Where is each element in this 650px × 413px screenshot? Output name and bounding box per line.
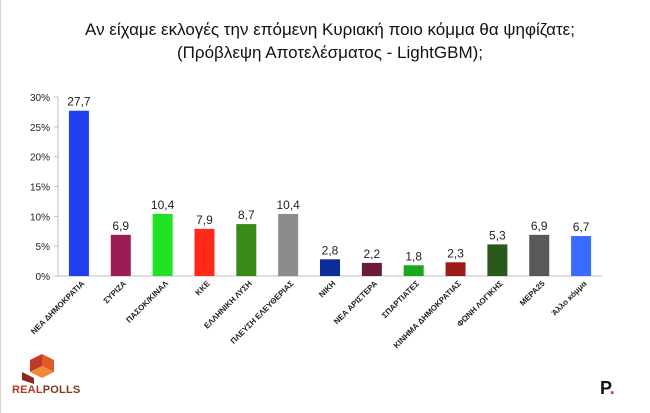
bar bbox=[571, 236, 592, 276]
x-category-label: ΣΠΑΡΤΙΑΤΕΣ bbox=[380, 279, 421, 320]
brand-mark: P. bbox=[600, 378, 615, 399]
chart-title-line1: Αν είχαμε εκλογές την επόμενη Κυριακή πο… bbox=[85, 20, 575, 39]
bar-value-label: 2,8 bbox=[322, 243, 339, 257]
bar-value-label: 6,9 bbox=[531, 219, 548, 233]
logo-polls: POLLS bbox=[42, 384, 81, 396]
chart-title-line2: (Πρόβλεψη Αποτελέσματος - LightGBM); bbox=[176, 43, 483, 62]
x-category-label: ΜΕΡΑ25 bbox=[518, 279, 547, 308]
y-tick-label: 20% bbox=[30, 153, 50, 164]
bar-value-label: 27,7 bbox=[67, 95, 91, 109]
bar bbox=[361, 262, 382, 276]
bar bbox=[194, 228, 215, 276]
x-category-label: ΣΥΡΙΖΑ bbox=[102, 279, 129, 306]
bar bbox=[445, 262, 466, 276]
bar-value-label: 10,4 bbox=[151, 198, 175, 212]
x-category-label: ΚΙΝΗΜΑ ΔΗΜΟΚΡΑΤΙΑΣ bbox=[392, 279, 463, 350]
x-category-label: Άλλο κόμμα bbox=[550, 279, 589, 318]
x-category-label: ΠΑΣΟΚ/ΚΙΝΑΛ bbox=[124, 279, 170, 325]
bar-value-label: 10,4 bbox=[276, 198, 300, 212]
x-category-label: ΚΚΕ bbox=[194, 279, 213, 298]
bar-value-label: 5,3 bbox=[489, 228, 506, 242]
y-tick-label: 0% bbox=[36, 272, 51, 283]
bar bbox=[236, 224, 257, 276]
bar-value-label: 6,7 bbox=[573, 220, 590, 234]
x-category-label: ΝΕΑ ΔΗΜΟΚΡΑΤΙΑ bbox=[29, 279, 86, 336]
brand-letter: P bbox=[600, 378, 610, 398]
bar-value-label: 7,9 bbox=[196, 213, 213, 227]
bar bbox=[529, 234, 550, 276]
realpolls-logo-text: REALPOLLS bbox=[12, 384, 80, 396]
y-tick-label: 15% bbox=[30, 183, 50, 194]
bar-value-label: 2,2 bbox=[364, 247, 381, 261]
y-tick-label: 25% bbox=[30, 123, 50, 134]
bar bbox=[152, 213, 173, 276]
y-tick-label: 30% bbox=[30, 93, 50, 104]
logo-real: REAL bbox=[12, 384, 43, 396]
brand-dot: . bbox=[609, 378, 615, 398]
x-category-label: ΝΕΑ ΑΡΙΣΤΕΡΑ bbox=[332, 279, 379, 326]
bar-value-label: 6,9 bbox=[112, 219, 129, 233]
bar-value-label: 1,8 bbox=[405, 249, 422, 263]
bar bbox=[320, 259, 340, 276]
bar bbox=[68, 110, 89, 277]
x-category-label: ΝΙΚΗ bbox=[317, 279, 337, 299]
chart-title: Αν είχαμε εκλογές την επόμενη Κυριακή πο… bbox=[40, 18, 620, 64]
realpolls-logo-icon bbox=[22, 354, 54, 384]
y-tick-label: 10% bbox=[30, 212, 50, 223]
bar bbox=[110, 234, 131, 276]
y-tick-label: 5% bbox=[36, 242, 51, 253]
bar bbox=[403, 265, 424, 276]
x-category-label: ΦΩΝΗ ΛΟΓΙΚΗΣ bbox=[455, 279, 505, 329]
bar bbox=[278, 213, 299, 276]
bar bbox=[487, 244, 508, 276]
bar-value-label: 8,7 bbox=[238, 208, 255, 222]
bar-value-label: 2,3 bbox=[447, 246, 464, 260]
